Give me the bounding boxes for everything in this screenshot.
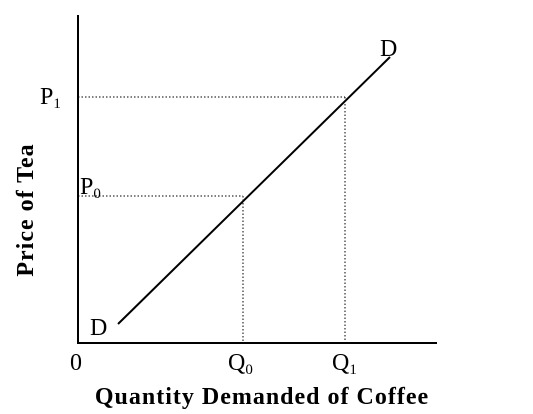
quantity-label: Q0: [228, 350, 253, 378]
price-label: P1: [40, 84, 61, 112]
curve-label: D: [90, 315, 107, 341]
curve-label: D: [380, 36, 397, 62]
x-axis-title: Quantity Demanded of Coffee: [95, 384, 429, 410]
y-axis-title: Price of Tea: [13, 143, 39, 276]
price-label: P0: [80, 174, 101, 202]
origin-label: 0: [70, 350, 82, 376]
demand-curve: [117, 56, 391, 325]
quantity-label: Q1: [332, 350, 357, 378]
